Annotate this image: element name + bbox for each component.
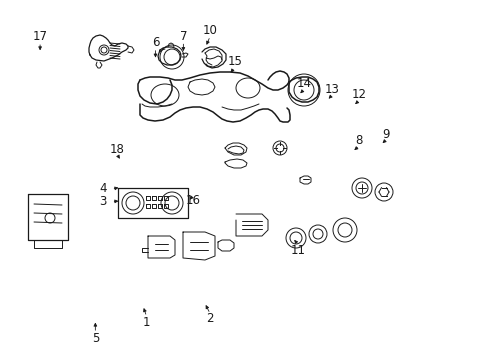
Text: 2: 2: [206, 312, 214, 325]
Text: 7: 7: [179, 30, 187, 42]
Text: 16: 16: [185, 194, 200, 207]
Text: 1: 1: [142, 316, 150, 329]
Text: 14: 14: [296, 77, 311, 90]
Text: 11: 11: [290, 244, 305, 257]
Text: 18: 18: [110, 143, 124, 156]
Text: 13: 13: [325, 83, 339, 96]
Text: 5: 5: [91, 332, 99, 345]
Text: 4: 4: [99, 183, 106, 195]
Text: 9: 9: [382, 128, 389, 141]
Text: 17: 17: [33, 30, 47, 43]
Text: 10: 10: [203, 24, 217, 37]
Text: 6: 6: [151, 36, 159, 49]
Text: 12: 12: [351, 88, 366, 101]
Text: 8: 8: [355, 134, 363, 147]
Text: 3: 3: [99, 195, 106, 208]
Text: 15: 15: [227, 55, 242, 68]
